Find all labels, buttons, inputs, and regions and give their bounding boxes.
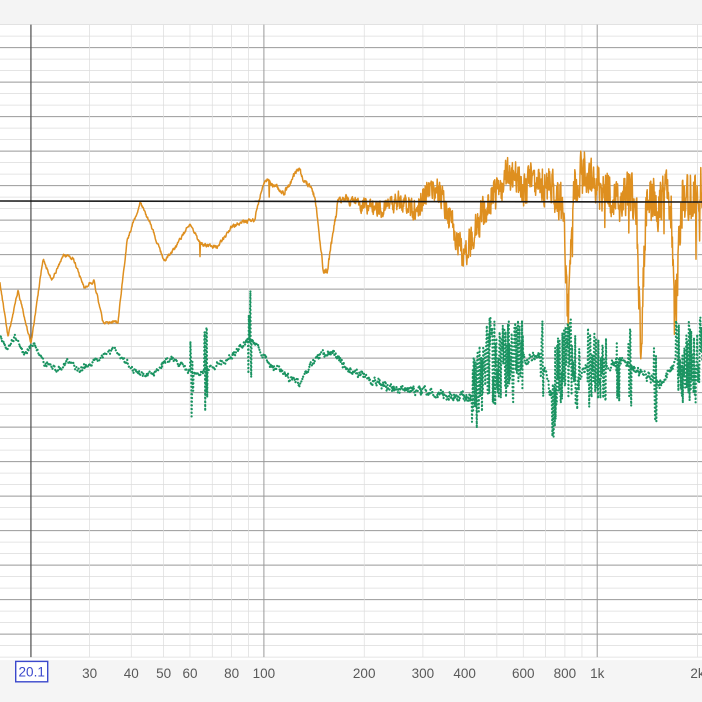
svg-text:30: 30 bbox=[82, 666, 97, 681]
svg-text:100: 100 bbox=[253, 666, 276, 681]
svg-text:400: 400 bbox=[453, 666, 476, 681]
svg-text:80: 80 bbox=[224, 666, 239, 681]
svg-text:300: 300 bbox=[412, 666, 435, 681]
svg-text:800: 800 bbox=[554, 666, 577, 681]
svg-text:600: 600 bbox=[512, 666, 535, 681]
svg-text:50: 50 bbox=[156, 666, 171, 681]
svg-text:1k: 1k bbox=[590, 666, 605, 681]
svg-text:40: 40 bbox=[124, 666, 139, 681]
svg-text:20.1: 20.1 bbox=[19, 664, 45, 679]
svg-text:2k: 2k bbox=[690, 666, 702, 681]
svg-text:200: 200 bbox=[353, 666, 376, 681]
svg-text:60: 60 bbox=[182, 666, 197, 681]
